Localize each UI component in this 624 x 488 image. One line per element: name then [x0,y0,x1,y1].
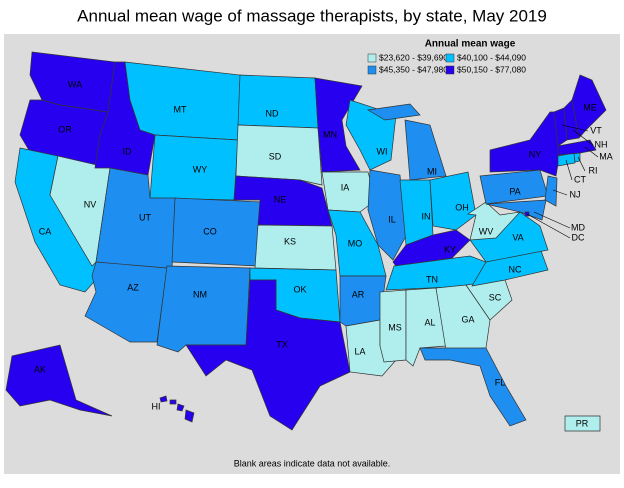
state-label: AZ [127,282,139,292]
state-label: ID [123,146,133,156]
state [171,197,263,267]
state [485,199,547,221]
legend-label: $45,350 - $47,980 [379,64,448,74]
state-label: GA [461,314,474,324]
legend-label: $40,100 - $44,090 [457,52,526,62]
state-label: WA [68,79,82,89]
legend-swatch [445,53,455,63]
label-leader [552,189,568,196]
state-label: TX [276,339,288,349]
state-label: AL [424,317,435,327]
state-label: UT [139,212,151,222]
state [471,247,549,287]
state-label: OR [58,124,72,134]
legend-swatch [367,65,377,75]
state-label: ME [583,102,597,112]
state-label: FL [495,377,506,387]
state-label: VT [590,125,602,135]
label-leader [584,146,599,158]
label-leader [577,156,586,172]
state [124,61,241,141]
state-label: NJ [570,189,581,199]
state [571,74,607,139]
label-leader [533,211,571,229]
state-label: SC [489,292,502,302]
state-label: KY [444,244,456,254]
state-label: NC [509,264,522,274]
state-label: MA [599,151,613,161]
state-label: VA [512,232,523,242]
state [237,74,319,129]
state-label: TN [426,274,438,284]
state-label: HI [152,401,161,411]
label-leader [561,124,589,132]
state-label: IL [388,214,396,224]
state [367,169,407,261]
map-title: Annual mean wage of massage therapists, … [77,6,547,25]
state [185,279,351,431]
state [5,344,113,417]
state [419,347,527,427]
state-label: CA [39,226,52,236]
state [564,415,601,432]
legend-label: $23,620 - $39,690 [379,52,448,62]
state [254,224,337,271]
state-label: NV [84,199,97,209]
state-label: RI [589,165,598,175]
label-leader [572,129,594,146]
state-label: MS [388,322,402,332]
state [159,395,195,423]
state-label: AR [352,289,365,299]
state-label: IA [341,182,350,192]
legend-swatch [445,65,455,75]
state-label: MD [571,222,585,232]
state-label: MT [174,104,187,114]
state-label: OK [293,284,306,294]
state-label: MO [348,238,363,248]
state [366,103,447,181]
state-label: WY [193,164,208,174]
state-label: LA [354,346,365,356]
state-label: NH [595,139,608,149]
label-leader [526,213,571,239]
legend-label: $50,150 - $77,080 [457,64,526,74]
state [339,275,387,327]
state-label: PA [509,186,520,196]
state-label: WV [479,226,494,236]
state-label: AK [34,364,46,374]
state-label: ND [266,108,279,118]
legend: $23,620 - $39,690 $40,100 - $44,090 $45,35… [367,52,526,75]
state-label: CT [574,174,586,184]
state-label: NY [529,149,542,159]
state [573,152,581,163]
state-label: SD [269,151,282,161]
state-label: MN [323,129,337,139]
legend-swatch [367,53,377,63]
state-label: NE [274,194,287,204]
state [156,265,251,353]
footnote: Blank areas indicate data not available. [234,458,391,468]
state-label: OH [455,202,469,212]
state [544,175,558,207]
state-label: DC [572,232,585,242]
states: WA OR CA NV ID MT WY UT CO AZ NM ND SD NE KS OK TX MN IA MO… [5,51,613,432]
label-leader [565,159,573,181]
state-label: NM [193,289,207,299]
state-label: CO [203,226,217,236]
state [435,284,491,351]
state-label: MI [427,166,437,176]
state-label: PR [576,418,589,428]
state-label: IN [422,211,431,221]
state [379,289,407,363]
state-label: KS [284,236,296,246]
legend-title: Annual mean wage [425,39,516,50]
state-label: WI [377,146,388,156]
state [557,139,597,156]
state [429,171,477,231]
state [235,124,323,186]
